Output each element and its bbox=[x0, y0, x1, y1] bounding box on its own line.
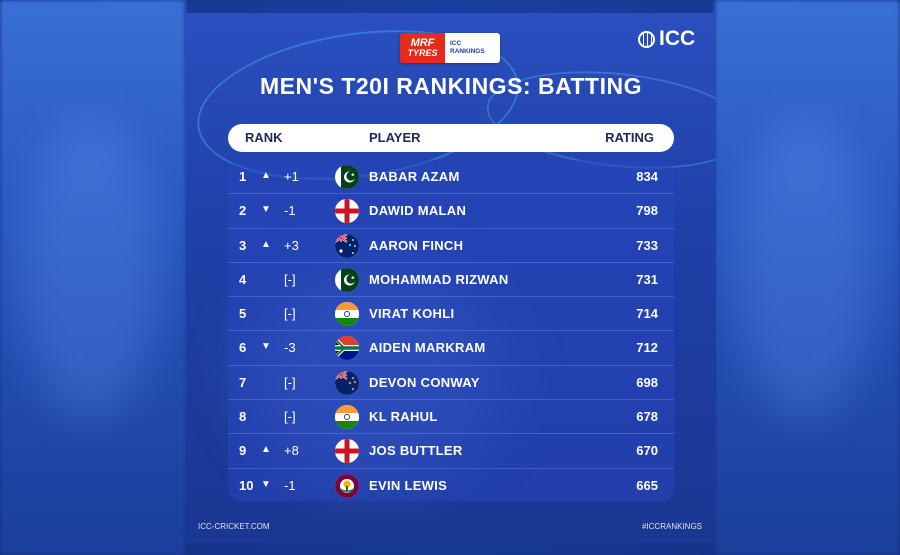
player-rating: 670 bbox=[636, 443, 658, 459]
player-name: AIDEN MARKRAM bbox=[369, 340, 486, 356]
table-row: 8 [-] KL RAHUL 678 bbox=[228, 400, 674, 435]
rank-number: 4 bbox=[239, 271, 247, 287]
tyres-text: TYRES bbox=[407, 48, 438, 58]
player-rating: 698 bbox=[636, 374, 658, 390]
player-name: EVIN LEWIS bbox=[369, 477, 448, 493]
england-flag-icon bbox=[335, 199, 359, 224]
player-rating: 733 bbox=[636, 237, 658, 253]
rank-movement: -3 bbox=[284, 340, 296, 356]
footer-hashtag: #ICCRANKINGS bbox=[641, 522, 702, 531]
table-row: 7 [-] DEVON CONWAY 698 bbox=[228, 366, 674, 401]
icc-logo-text: ICC bbox=[659, 27, 696, 50]
rank-movement: +1 bbox=[284, 169, 299, 184]
rank-number: 10 bbox=[239, 477, 254, 493]
new-zealand-flag-icon bbox=[335, 370, 359, 395]
player-name: BABAR AZAM bbox=[369, 169, 460, 184]
background-left bbox=[0, 0, 185, 555]
player-name: JOS BUTTLER bbox=[369, 443, 463, 459]
player-name: VIRAT KOHLI bbox=[369, 306, 455, 322]
rank-number: 6 bbox=[239, 340, 247, 356]
pakistan-flag-icon bbox=[335, 267, 359, 292]
rank-number: 2 bbox=[239, 203, 247, 219]
table-row: 3 ▲ +3 AARON FINCH 733 bbox=[228, 229, 674, 263]
player-name: AARON FINCH bbox=[369, 237, 464, 253]
player-name: KL RAHUL bbox=[369, 409, 438, 425]
player-rating: 731 bbox=[636, 271, 658, 287]
mrf-text: MRF bbox=[410, 37, 435, 49]
player-rating: 665 bbox=[636, 477, 658, 493]
rank-number: 9 bbox=[239, 443, 247, 459]
table-row: 10 ▼ -1 EVIN LEWIS 665 bbox=[228, 469, 674, 503]
rank-movement: +8 bbox=[284, 443, 299, 459]
australia-flag-icon bbox=[335, 233, 359, 258]
rank-movement: [-] bbox=[284, 409, 296, 425]
rank-number: 3 bbox=[239, 237, 247, 253]
england-flag-icon bbox=[335, 439, 359, 464]
table-header: RANK PLAYER RATING bbox=[228, 124, 674, 152]
player-rating: 712 bbox=[636, 340, 658, 356]
rank-movement: [-] bbox=[284, 374, 296, 390]
arrow-up-icon: ▲ bbox=[261, 170, 271, 181]
india-flag-icon bbox=[335, 405, 359, 430]
rank-movement: [-] bbox=[284, 306, 296, 322]
player-rating: 834 bbox=[636, 169, 658, 184]
icc-logo: ICC bbox=[638, 27, 695, 51]
rank-number: 7 bbox=[239, 374, 247, 390]
rank-movement: +3 bbox=[284, 237, 299, 253]
india-flag-icon bbox=[335, 302, 359, 327]
rank-number: 1 bbox=[239, 169, 247, 184]
page-title: MEN'S T20I RANKINGS: BATTING bbox=[260, 73, 642, 99]
rank-number: 8 bbox=[239, 409, 247, 425]
rank-movement: [-] bbox=[284, 271, 296, 287]
arrow-up-icon: ▲ bbox=[261, 238, 271, 250]
table-row: 2 ▼ -1 DAWID MALAN 798 bbox=[228, 194, 674, 229]
arrow-down-icon: ▼ bbox=[261, 478, 271, 490]
rank-movement: -1 bbox=[284, 477, 296, 493]
icc-badge-line1: ICC bbox=[450, 40, 462, 47]
rank-movement: -1 bbox=[284, 203, 296, 219]
header-rating: RATING bbox=[605, 130, 654, 145]
player-rating: 678 bbox=[636, 409, 658, 425]
table-row: 9 ▲ +8 JOS BUTTLER 670 bbox=[228, 434, 674, 469]
arrow-up-icon: ▲ bbox=[261, 444, 271, 456]
icc-badge-line2: RANKINGS bbox=[450, 48, 485, 55]
table-row: 5 [-] VIRAT KOHLI 714 bbox=[228, 297, 674, 332]
arrow-down-icon: ▼ bbox=[261, 204, 271, 216]
pakistan-flag-icon bbox=[335, 165, 359, 189]
table-row: 1 ▲ +1 BABAR AZAM 834 bbox=[228, 160, 674, 195]
rankings-card: MRF TYRES ICC RANKINGS ICC MEN'S T20I RA… bbox=[186, 13, 716, 543]
table-row: 6 ▼ -3 AIDEN MARKRAM 712 bbox=[228, 331, 674, 366]
icc-rankings-badge: ICC RANKINGS bbox=[445, 33, 500, 63]
south-africa-flag-icon bbox=[335, 336, 359, 361]
player-name: DAWID MALAN bbox=[369, 203, 467, 219]
arrow-down-icon: ▼ bbox=[261, 341, 271, 353]
footer-website: ICC-CRICKET.COM bbox=[198, 522, 270, 531]
rank-number: 5 bbox=[239, 306, 247, 322]
player-name: MOHAMMAD RIZWAN bbox=[369, 271, 509, 287]
sponsor-logo: MRF TYRES ICC RANKINGS bbox=[400, 33, 500, 63]
rankings-table: 1 ▲ +1 BABAR AZAM 834 2 ▼ -1 DAWID MALAN 798 3 ▲ +3 A… bbox=[228, 160, 674, 501]
player-rating: 798 bbox=[636, 203, 658, 219]
header-player: PLAYER bbox=[369, 130, 421, 145]
header-rank: RANK bbox=[245, 130, 283, 145]
west-indies-flag-icon bbox=[335, 473, 359, 498]
background-right bbox=[715, 0, 900, 555]
globe-icon bbox=[638, 30, 655, 48]
table-row: 4 [-] MOHAMMAD RIZWAN 731 bbox=[228, 263, 674, 298]
player-name: DEVON CONWAY bbox=[369, 374, 480, 390]
mrf-tyres-logo: MRF TYRES bbox=[400, 33, 445, 63]
player-rating: 714 bbox=[636, 306, 658, 322]
